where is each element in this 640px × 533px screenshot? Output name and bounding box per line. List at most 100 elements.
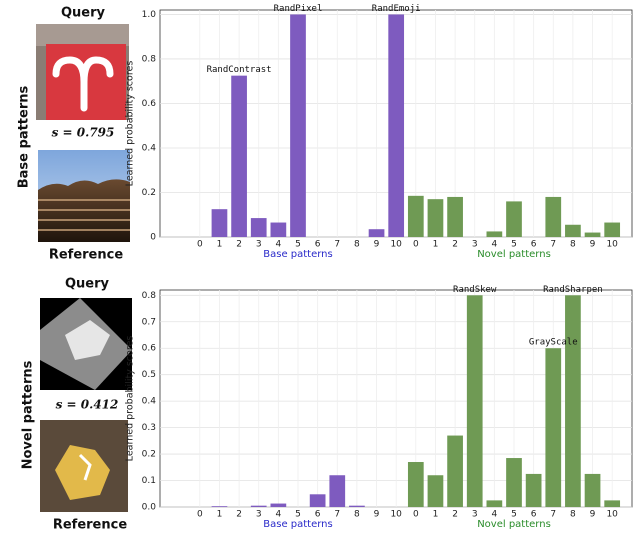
bar (388, 14, 404, 237)
x-tick-label: 9 (590, 510, 596, 520)
x-group-label: Base patterns (263, 249, 332, 260)
x-tick-label: 3 (256, 240, 262, 250)
y-tick-label: 1.0 (142, 10, 157, 20)
x-tick-label: 4 (275, 510, 281, 520)
y-tick-label: 0.8 (142, 54, 157, 64)
x-group-label: Base patterns (263, 519, 332, 530)
bar-annotation: RandContrast (207, 65, 272, 75)
y-tick-label: 0.7 (142, 317, 156, 327)
query-caption: Query (61, 6, 106, 21)
bar (447, 197, 463, 237)
x-tick-label: 6 (315, 240, 321, 250)
y-tick-label: 0.8 (142, 291, 157, 301)
reference-image (38, 150, 130, 242)
bar (487, 500, 503, 507)
y-tick-label: 0.5 (142, 370, 156, 380)
y-axis-label: Learned probability scores (125, 336, 136, 462)
figure: Query s = 0.795 Reference Base patterns … (0, 0, 640, 533)
y-tick-label: 0.2 (142, 188, 156, 198)
bar-annotation: RandEmoji (372, 4, 421, 14)
y-tick-label: 0.0 (142, 503, 157, 513)
y-tick-label: 0.1 (142, 476, 156, 486)
bar (467, 295, 483, 507)
bar (369, 229, 385, 237)
bar (604, 500, 620, 507)
x-tick-label: 3 (256, 510, 262, 520)
x-tick-label: 9 (590, 240, 596, 250)
x-tick-label: 2 (452, 240, 458, 250)
x-tick-label: 10 (606, 510, 618, 520)
x-tick-label: 2 (236, 240, 242, 250)
x-tick-label: 7 (550, 510, 556, 520)
x-tick-label: 0 (197, 510, 203, 520)
bar (545, 348, 561, 507)
x-tick-label: 1 (433, 240, 439, 250)
x-tick-label: 6 (315, 510, 321, 520)
x-tick-label: 5 (295, 510, 301, 520)
x-tick-label: 8 (570, 240, 576, 250)
bar (329, 475, 345, 507)
bar (251, 506, 267, 507)
reference-caption: Reference (53, 518, 127, 533)
bar (408, 462, 424, 507)
x-tick-label: 4 (491, 510, 497, 520)
score: s = 0.795 (52, 126, 115, 140)
bar (604, 223, 620, 237)
x-tick-label: 5 (511, 510, 517, 520)
y-tick-label: 0 (150, 233, 156, 243)
bar (290, 14, 306, 237)
y-tick-label: 0.3 (142, 423, 156, 433)
x-tick-label: 8 (354, 240, 360, 250)
bar (231, 76, 247, 237)
row-label: Novel patterns (21, 360, 36, 469)
x-tick-label: 8 (570, 510, 576, 520)
bar (212, 209, 228, 237)
row-label: Base patterns (17, 85, 32, 188)
x-tick-label: 9 (374, 240, 380, 250)
bar-annotation: RandSkew (453, 285, 497, 295)
x-tick-label: 1 (433, 510, 439, 520)
bar (428, 475, 444, 507)
bar (310, 494, 326, 507)
x-tick-label: 7 (334, 240, 340, 250)
x-tick-label: 5 (511, 240, 517, 250)
x-tick-label: 2 (236, 510, 242, 520)
bar (487, 231, 503, 237)
y-tick-label: 0.6 (142, 99, 157, 109)
x-tick-label: 1 (217, 510, 223, 520)
x-tick-label: 10 (606, 240, 618, 250)
x-group-label: Novel patterns (477, 249, 551, 260)
bar-annotation: RandPixel (274, 4, 323, 14)
query-caption: Query (65, 277, 110, 292)
x-tick-label: 0 (413, 510, 419, 520)
x-tick-label: 10 (390, 240, 402, 250)
y-tick-label: 0.2 (142, 450, 156, 460)
x-tick-label: 2 (452, 510, 458, 520)
bar (428, 199, 444, 237)
bar (212, 506, 228, 507)
x-tick-label: 3 (472, 240, 478, 250)
bar (447, 436, 463, 507)
x-tick-label: 7 (334, 510, 340, 520)
x-tick-label: 7 (550, 240, 556, 250)
x-group-label: Novel patterns (477, 519, 551, 530)
x-tick-label: 6 (531, 240, 537, 250)
x-tick-label: 6 (531, 510, 537, 520)
score: s = 0.412 (56, 398, 119, 412)
x-tick-label: 10 (390, 510, 402, 520)
bar (565, 295, 581, 507)
x-tick-label: 0 (197, 240, 203, 250)
bar-annotation: RandSharpen (543, 285, 603, 295)
reference-caption: Reference (49, 248, 123, 263)
bar (408, 196, 424, 237)
x-tick-label: 4 (275, 240, 281, 250)
bar (565, 225, 581, 237)
y-tick-label: 0.4 (142, 397, 157, 407)
query-image (36, 24, 129, 120)
x-tick-label: 0 (413, 240, 419, 250)
y-tick-label: 0.4 (142, 143, 157, 153)
bar-annotation: GrayScale (529, 338, 578, 348)
x-tick-label: 5 (295, 240, 301, 250)
x-tick-label: 1 (217, 240, 223, 250)
bar (545, 197, 561, 237)
